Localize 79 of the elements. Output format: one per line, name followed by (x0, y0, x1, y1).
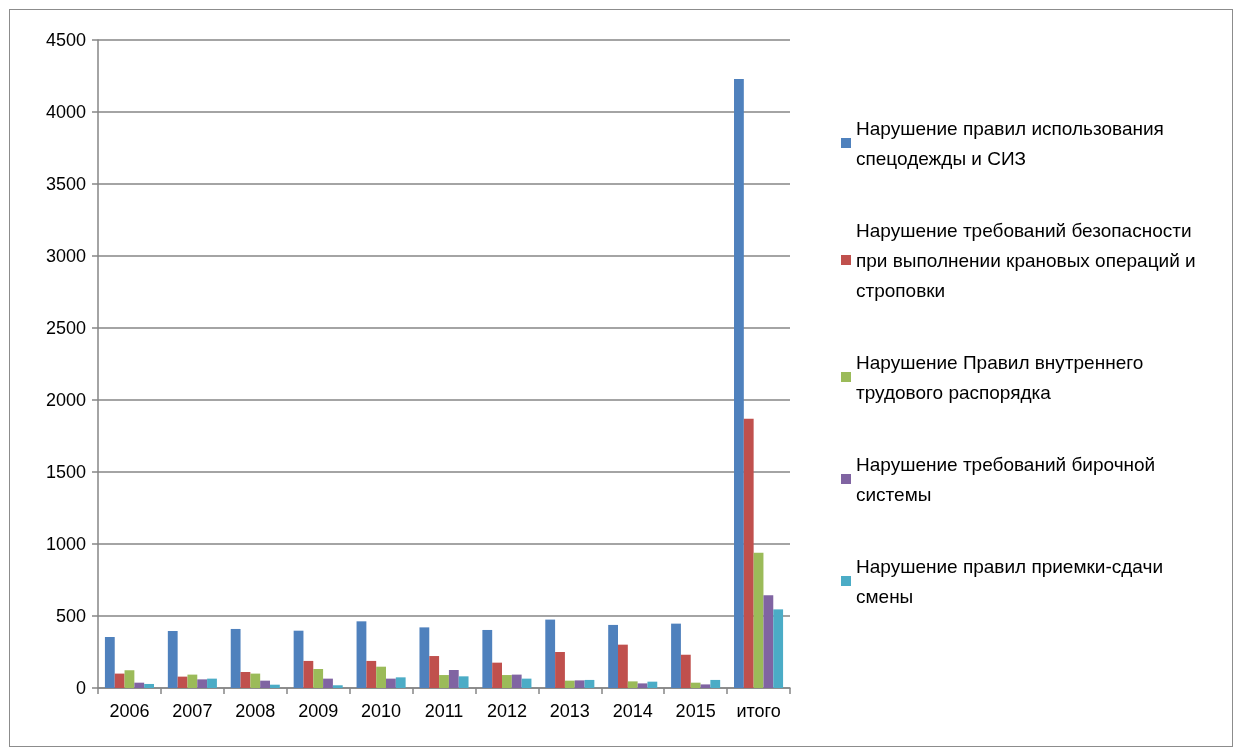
x-tick-label: 2015 (675, 701, 716, 721)
bar (618, 644, 628, 688)
bar (332, 685, 343, 688)
legend-label: Нарушение требований бирочной системы (856, 453, 1156, 505)
bar (574, 680, 585, 688)
bar (124, 670, 135, 688)
bar (366, 660, 377, 688)
x-tick-label: 2006 (109, 701, 150, 721)
bar (502, 675, 512, 688)
bar (293, 630, 304, 688)
bar (753, 552, 764, 688)
bar (104, 637, 115, 688)
bar (187, 674, 198, 688)
bar (564, 680, 575, 688)
bar (114, 673, 125, 688)
bar (167, 630, 178, 688)
bar (608, 624, 619, 688)
x-tick-label: 2007 (172, 701, 213, 721)
bar (637, 683, 648, 688)
bar (448, 670, 459, 688)
legend-label: Нарушение правил приемки-сдачи смены (856, 555, 1163, 607)
bar (671, 623, 681, 688)
y-tick-label: 500 (55, 606, 86, 626)
bar (323, 678, 333, 688)
bar (710, 679, 721, 688)
x-tick-label: итого (736, 701, 781, 721)
y-tick-label: 4500 (45, 30, 86, 50)
bar (134, 682, 145, 688)
legend-label: Нарушение правил использования спецодежды и СИЗ (856, 117, 1164, 169)
bar (555, 652, 565, 688)
bar (492, 662, 502, 688)
bar (763, 595, 774, 688)
bar (482, 629, 493, 688)
y-tick-label: 2500 (45, 318, 86, 338)
bar (376, 666, 386, 688)
x-tick-label: 2014 (612, 701, 653, 721)
y-tick-label: 1500 (45, 462, 86, 482)
bar (627, 681, 638, 688)
bar (734, 78, 744, 688)
bar (269, 684, 280, 688)
bar (260, 680, 270, 688)
y-tick-label: 4000 (45, 102, 86, 122)
bar (773, 609, 784, 688)
y-tick-label: 3500 (45, 174, 86, 194)
bar (395, 677, 406, 688)
x-tick-label: 2010 (361, 701, 402, 721)
bar (303, 660, 314, 688)
bar (584, 679, 595, 688)
bar (240, 672, 251, 688)
legend-label: Нарушение требований безопасности при выполнении крановых операций и строповки (856, 219, 1196, 301)
bar (144, 683, 154, 688)
x-tick-label: 2009 (298, 701, 339, 721)
bar (511, 674, 522, 688)
x-tick-label: 2011 (424, 701, 464, 721)
y-tick-label: 2000 (45, 390, 86, 410)
bar (386, 678, 396, 688)
bar (230, 628, 241, 688)
bar (680, 654, 691, 688)
bar (429, 656, 440, 688)
y-tick-label: 0 (75, 678, 86, 698)
y-tick-label: 1000 (45, 534, 86, 554)
x-tick-label: 2008 (235, 701, 276, 721)
bar (439, 675, 449, 688)
bar (743, 418, 754, 688)
bar (197, 679, 208, 688)
x-tick-label: 2013 (549, 701, 590, 721)
bar (356, 621, 367, 688)
bar (313, 668, 324, 688)
bar (419, 627, 430, 688)
bar (458, 676, 469, 688)
y-tick-label: 3000 (45, 246, 86, 266)
x-tick-label: 2012 (486, 701, 527, 721)
bar (690, 682, 701, 688)
bar (545, 619, 556, 688)
bar (700, 684, 711, 688)
bar (250, 673, 261, 688)
legend-label: Нарушение Правил внутреннего трудового распорядка (856, 351, 1144, 403)
bar (207, 678, 217, 688)
bar (647, 681, 658, 688)
